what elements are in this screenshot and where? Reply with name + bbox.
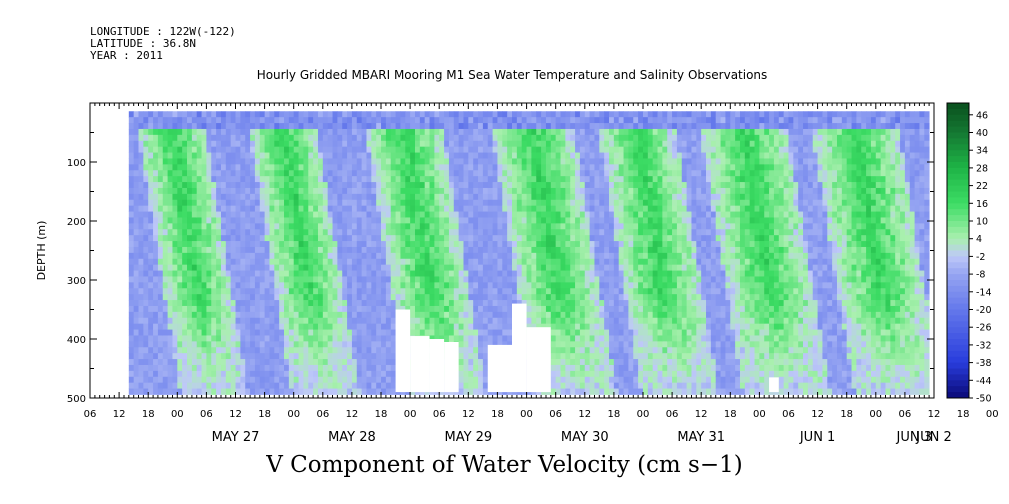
- colorbar-tick-label: 46: [976, 110, 988, 121]
- y-tick-label: 100: [67, 158, 86, 169]
- x-tick-label: 00: [287, 409, 300, 420]
- x-tick-label: 18: [375, 409, 388, 420]
- x-tick-label: 06: [84, 409, 97, 420]
- missing-data-region: [512, 303, 527, 393]
- x-tick-label: 18: [724, 409, 737, 420]
- colorbar-tick-label: 16: [976, 199, 988, 210]
- colorbar-tick-label: -38: [976, 358, 992, 369]
- missing-data-region: [444, 341, 459, 393]
- x-tick-label: 00: [986, 409, 999, 420]
- missing-data-region: [487, 344, 512, 393]
- y-ticks: [90, 102, 934, 399]
- x-tick-label: 12: [346, 409, 359, 420]
- x-tick-label: 18: [957, 409, 970, 420]
- x-tick-label: 12: [811, 409, 824, 420]
- x-tick-label: 06: [316, 409, 329, 420]
- missing-data-region: [395, 309, 411, 393]
- x-day-label: MAY 29: [444, 430, 492, 445]
- x-tick-label: 00: [171, 409, 184, 420]
- x-tick-label: 06: [782, 409, 795, 420]
- colorbar-tick-label: 34: [976, 146, 988, 157]
- x-tick-label: 06: [666, 409, 679, 420]
- x-minor-ticks: [89, 103, 935, 398]
- colorbar-tick-label: -44: [976, 376, 992, 387]
- colorbar-tick-label: -14: [976, 287, 992, 298]
- y-tick-label: 500: [67, 394, 86, 405]
- x-tick-label: 12: [578, 409, 591, 420]
- missing-data-region: [526, 327, 551, 393]
- x-day-label: MAY 27: [212, 430, 260, 445]
- x-tick-label: 12: [229, 409, 242, 420]
- x-tick-label: 00: [637, 409, 650, 420]
- colorbar-tick-label: -2: [976, 252, 985, 263]
- y-tick-label: 400: [67, 335, 86, 346]
- x-day-label: JUN 1: [799, 430, 835, 445]
- x-tick-label: 18: [607, 409, 620, 420]
- y-tick-label: 300: [67, 276, 86, 287]
- colorbar-tick-label: 40: [976, 128, 988, 139]
- x-tick-label: 06: [433, 409, 446, 420]
- x-tick-label: 18: [142, 409, 155, 420]
- y-axis-label: DEPTH (m): [35, 221, 48, 281]
- x-day-label: MAY 31: [677, 430, 725, 445]
- x-tick-label: 00: [404, 409, 417, 420]
- colorbar-tick-label: 4: [976, 234, 982, 245]
- chart-title: Hourly Gridded MBARI Mooring M1 Sea Wate…: [256, 68, 768, 82]
- longitude-label: LONGITUDE : 122W(-122): [90, 25, 236, 38]
- x-day-label: MAY 28: [328, 430, 376, 445]
- year-label: YEAR : 2011: [90, 49, 163, 62]
- colorbar-tick-label: -32: [976, 340, 992, 351]
- x-tick-label: 00: [520, 409, 533, 420]
- x-tick-label: 00: [869, 409, 882, 420]
- variable-title: V Component of Water Velocity (cm s−1): [266, 452, 743, 478]
- x-day-label: JUN 3: [896, 430, 932, 445]
- y-tick-label: 200: [67, 217, 86, 228]
- colorbar-tick-label: -20: [976, 305, 992, 316]
- missing-data-region: [410, 336, 430, 393]
- x-tick-label: 18: [491, 409, 504, 420]
- x-day-label: JUN 2: [915, 430, 951, 445]
- colorbar-tick-label: -50: [976, 394, 992, 405]
- colorbar-tick-label: -26: [976, 323, 992, 334]
- x-day-label: MAY 30: [561, 430, 609, 445]
- colorbar-tick-label: 10: [976, 217, 988, 228]
- colorbar-tick-label: 28: [976, 163, 988, 174]
- colorbar: [946, 102, 973, 399]
- colorbar-tick-label: 22: [976, 181, 988, 192]
- colorbar-tick-label: -8: [976, 270, 985, 281]
- x-tick-label: 12: [928, 409, 941, 420]
- x-tick-label: 12: [695, 409, 708, 420]
- x-tick-label: 18: [258, 409, 271, 420]
- x-tick-label: 06: [549, 409, 562, 420]
- missing-data-region: [429, 339, 445, 393]
- x-tick-label: 12: [113, 409, 126, 420]
- x-tick-label: 06: [200, 409, 213, 420]
- x-tick-label: 06: [899, 409, 912, 420]
- latitude-label: LATITUDE : 36.8N: [90, 37, 196, 50]
- missing-data-region: [769, 377, 779, 393]
- x-tick-label: 00: [753, 409, 766, 420]
- x-tick-label: 12: [462, 409, 475, 420]
- x-tick-label: 18: [840, 409, 853, 420]
